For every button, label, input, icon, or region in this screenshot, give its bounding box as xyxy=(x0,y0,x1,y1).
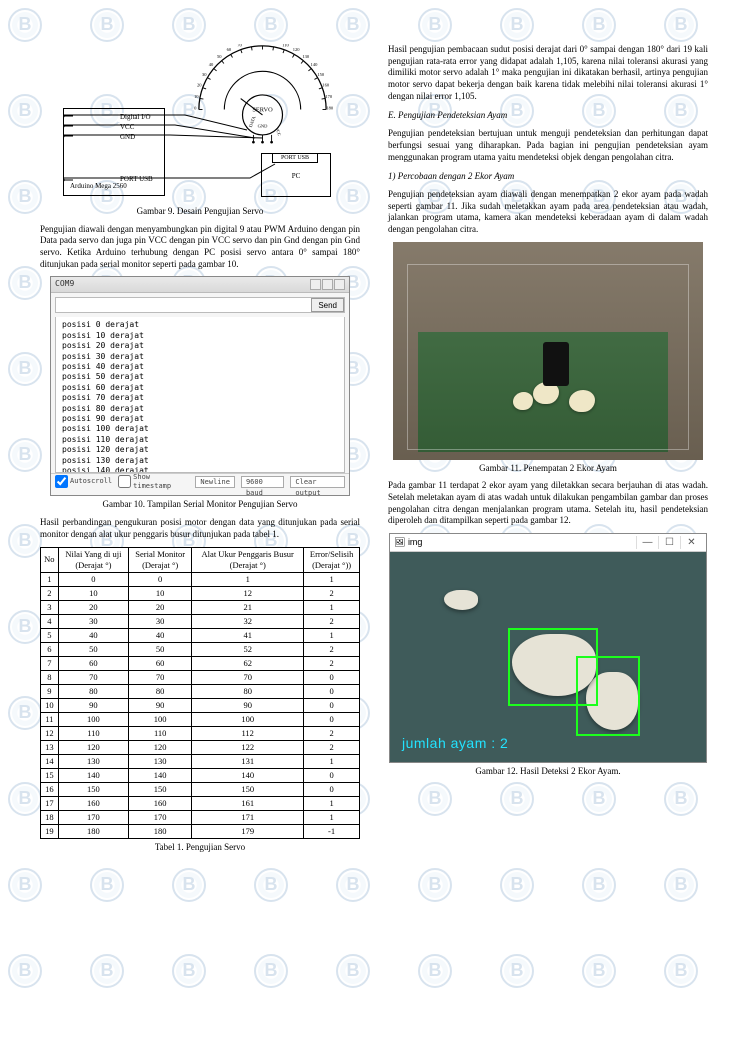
window-buttons[interactable]: —☐✕ xyxy=(636,536,702,549)
serial-output: posisi 0 derajatposisi 10 derajatposisi … xyxy=(55,317,345,473)
detection-caption: Gambar 12. Hasil Deteksi 2 Ekor Ayam. xyxy=(388,766,708,778)
count-label: jumlah ayam : 2 xyxy=(402,734,508,752)
send-button[interactable]: Send xyxy=(311,298,344,312)
table-caption: Tabel 1. Pengujian Servo xyxy=(40,842,360,854)
autoscroll-checkbox[interactable]: Autoscroll xyxy=(55,475,112,488)
img-title: 🖼 img xyxy=(394,537,422,549)
serial-monitor: COM9 Send posisi 0 derajatposisi 10 dera… xyxy=(50,276,350,496)
paragraph: Hasil pengujian pembacaan sudut posisi d… xyxy=(388,44,708,102)
pc-box: PORT USB PC xyxy=(261,153,331,197)
pc-port: PORT USB xyxy=(272,153,318,163)
servo-table: NoNilai Yang di uji(Derajat °)Serial Mon… xyxy=(40,547,360,840)
serial-input[interactable] xyxy=(56,298,311,312)
clear-button[interactable]: Clear output xyxy=(290,476,345,488)
fig1-caption: Gambar 9. Desain Pengujian Servo xyxy=(40,206,360,218)
paragraph: Pada gambar 11 terdapat 2 ekor ayam yang… xyxy=(388,480,708,527)
paragraph: Pengujian pendeteksian ayam diawali deng… xyxy=(388,189,708,236)
timestamp-checkbox[interactable]: Show timestamp xyxy=(118,473,183,491)
window-title: COM9 xyxy=(55,279,74,290)
baud-select[interactable]: 9600 baud xyxy=(241,476,284,488)
step-heading: 1) Percobaan dengan 2 Ekor Ayam xyxy=(388,171,708,183)
paragraph: Hasil perbandingan pengukuran posisi mot… xyxy=(40,517,360,540)
photo-caption: Gambar 11. Penempatan 2 Ekor Ayam xyxy=(388,463,708,475)
window-controls[interactable] xyxy=(309,279,345,290)
paragraph: Pengujian pendeteksian bertujuan untuk m… xyxy=(388,128,708,163)
photo-placement xyxy=(393,242,703,460)
paragraph: Pengujian diawali dengan menyambungkan p… xyxy=(40,224,360,271)
section-heading: E. Pengujian Pendeteksian Ayam xyxy=(388,110,708,122)
newline-select[interactable]: Newline xyxy=(195,476,235,488)
servo-diagram: Digital I/O VCC GND PORT USB Arduino Meg… xyxy=(55,38,345,203)
serial-caption: Gambar 10. Tampilan Serial Monitor Pengu… xyxy=(40,499,360,511)
detection-window: 🖼 img —☐✕ jumlah ayam : 2 xyxy=(389,533,707,763)
